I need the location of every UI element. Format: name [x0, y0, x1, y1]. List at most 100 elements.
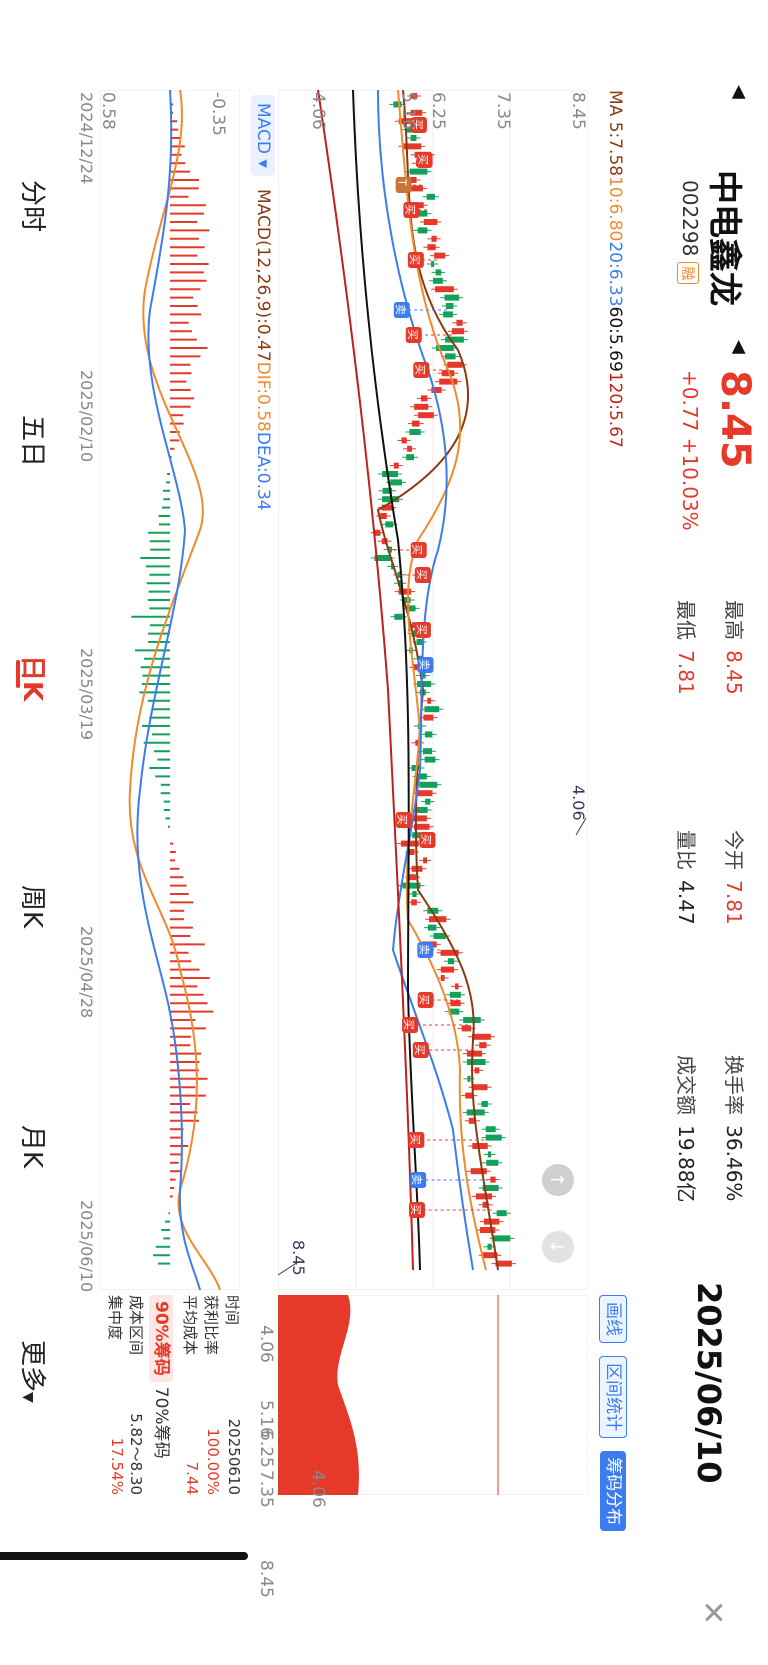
low-pointer: [575, 817, 587, 836]
tab-monthly-k[interactable]: 月K: [17, 1125, 47, 1169]
draw-line-button[interactable]: 画线: [599, 1295, 627, 1343]
trade-marker-buy: [405, 327, 422, 343]
macd-tab-label: MACD: [253, 103, 273, 154]
trade-marker-buy: [414, 622, 431, 638]
arrow-up-icon: ↑: [546, 1172, 567, 1187]
chip-cost-label: 平均成本: [181, 1295, 199, 1356]
chip-time: 20250610: [225, 1418, 243, 1495]
stat-low-value: 7.81: [674, 650, 698, 695]
chip-buttons: 画线 区间统计 筹码分布: [599, 1295, 628, 1532]
chip-range: 5.82～8.30: [127, 1413, 145, 1495]
stat-amount-label: 成交额: [674, 1055, 698, 1115]
trade-marker-sell: [417, 657, 434, 673]
range-stats-button[interactable]: 区间统计: [599, 1356, 627, 1439]
trade-marker-label: 买: [396, 814, 409, 825]
current-price: 8.45: [712, 370, 758, 469]
stock-code: 002298: [678, 180, 702, 257]
trade-marker-label: 买: [403, 204, 416, 215]
macd-dea: DEA:0.34: [253, 431, 273, 511]
kline-gridlines: [355, 90, 511, 1290]
trade-marker-sell: [393, 302, 410, 318]
chip-profit-label: 获利比率: [202, 1295, 220, 1356]
scroll-up-button[interactable]: [542, 1164, 574, 1196]
price-axis-6: 6.25: [428, 92, 448, 130]
price-axis-5: 5.16: [398, 92, 418, 130]
stat-amount-value: 19.88亿: [674, 1125, 698, 1203]
close-icon[interactable]: ✕: [695, 1600, 730, 1626]
stat-low-label: 最低: [674, 600, 698, 640]
stat-amount: 成交额 19.88亿: [673, 1055, 702, 1202]
stat-volratio-value: 4.47: [674, 880, 698, 925]
chip-axis-7: 7.35: [256, 1470, 276, 1508]
trade-marker-sell: [410, 1172, 427, 1188]
chip-axis-6: 6.25: [256, 1430, 276, 1468]
trade-marker-label: 买: [417, 154, 430, 165]
chip-info: 时间 20250610 获利比率 100.00% 平均成本 7.44 90%筹码 70…: [105, 1295, 243, 1495]
trade-marker-label: 买: [419, 834, 432, 845]
trade-marker-buy: [410, 542, 427, 558]
trade-marker-buy: [410, 117, 427, 133]
tab-daily-k[interactable]: 日K: [17, 655, 47, 702]
stat-open: 今开 7.81: [721, 830, 750, 925]
stat-open-label: 今开: [722, 830, 746, 870]
price-change: +0.77 +10.03%: [678, 370, 702, 531]
date-axis-0: 2024/12/24: [77, 92, 96, 185]
macd-tab[interactable]: MACD ▾: [251, 95, 275, 176]
ma10-label: 10:6.80: [605, 176, 625, 242]
macd-dif: DIF:0.58: [253, 361, 273, 432]
trade-marker-label: 买: [413, 1044, 426, 1055]
chevron-down-icon: ▼: [20, 1392, 36, 1403]
home-indicator: [0, 1552, 248, 1560]
stat-turnover-value: 36.46%: [722, 1125, 746, 1202]
arrow-down-icon: ↓: [546, 1239, 567, 1254]
chip-distribution-button[interactable]: 筹码分布: [600, 1451, 626, 1532]
tab-weekly-k[interactable]: 周K: [17, 885, 47, 929]
tab-five-day[interactable]: 五日: [17, 415, 47, 468]
date-axis-4: 2025/06/10: [77, 1200, 96, 1293]
chip-conc-label: 集中度: [106, 1295, 124, 1341]
low-annotation: 4.06: [569, 785, 588, 821]
trade-marker-label: T: [396, 178, 409, 186]
tab-intraday[interactable]: 分时: [17, 180, 47, 233]
trade-marker-buy: [416, 152, 433, 168]
chip-conc: 17.54%: [108, 1437, 126, 1495]
ma10-line: [397, 90, 487, 1271]
stat-open-value: 7.81: [722, 880, 746, 925]
price-axis-7: 7.35: [493, 92, 513, 130]
tab-more-label: 更多: [17, 1340, 47, 1393]
trade-marker-buy: [407, 252, 424, 268]
margin-badge: 融: [677, 262, 699, 285]
trade-marker-buy: [408, 1132, 425, 1148]
trade-marker-sell: [417, 942, 434, 958]
macd-params: MACD(12,26,9):0.47: [253, 189, 273, 362]
trade-marker-label: 买: [415, 624, 428, 635]
trade-marker-label: 买: [413, 364, 426, 375]
prev-stock-arrow-icon[interactable]: ◀: [729, 85, 750, 99]
stat-volratio-label: 量比: [674, 830, 698, 870]
chip-distribution-top: [278, 1295, 359, 1495]
trade-marker-label: 卖: [394, 304, 407, 315]
tab-more[interactable]: 更多▼: [16, 1340, 53, 1403]
ma60-label: 60:5.69: [605, 306, 625, 372]
trade-marker-label: 买: [409, 1204, 422, 1215]
stat-high: 最高 8.45: [721, 600, 750, 695]
chip-axis-high: 8.45: [256, 1560, 276, 1598]
chip-tab-70[interactable]: 70%筹码: [151, 1386, 171, 1459]
next-stock-arrow-icon[interactable]: ◀: [729, 340, 750, 354]
ma5-line: [376, 90, 499, 1271]
trade-marker-buy: [408, 1202, 425, 1218]
stat-turnover-label: 换手率: [722, 1055, 746, 1115]
ma60-line: [352, 90, 421, 1271]
ma-legend: MA 5:7.5810:6.8020:6.3360:5.69120:5.67: [605, 90, 625, 448]
active-tab-indicator: [16, 660, 20, 688]
chip-tab-90[interactable]: 90%筹码: [149, 1295, 173, 1382]
macd-axis-top: 0.58: [98, 92, 118, 130]
trade-marker-buy: [403, 202, 420, 218]
trade-marker-label: 卖: [417, 944, 430, 955]
scroll-down-button[interactable]: [542, 1231, 574, 1263]
chip-axis: 4.06: [308, 1470, 328, 1508]
dea-line: [136, 90, 201, 1290]
scroll-buttons: ↑ ↓: [542, 1164, 574, 1263]
